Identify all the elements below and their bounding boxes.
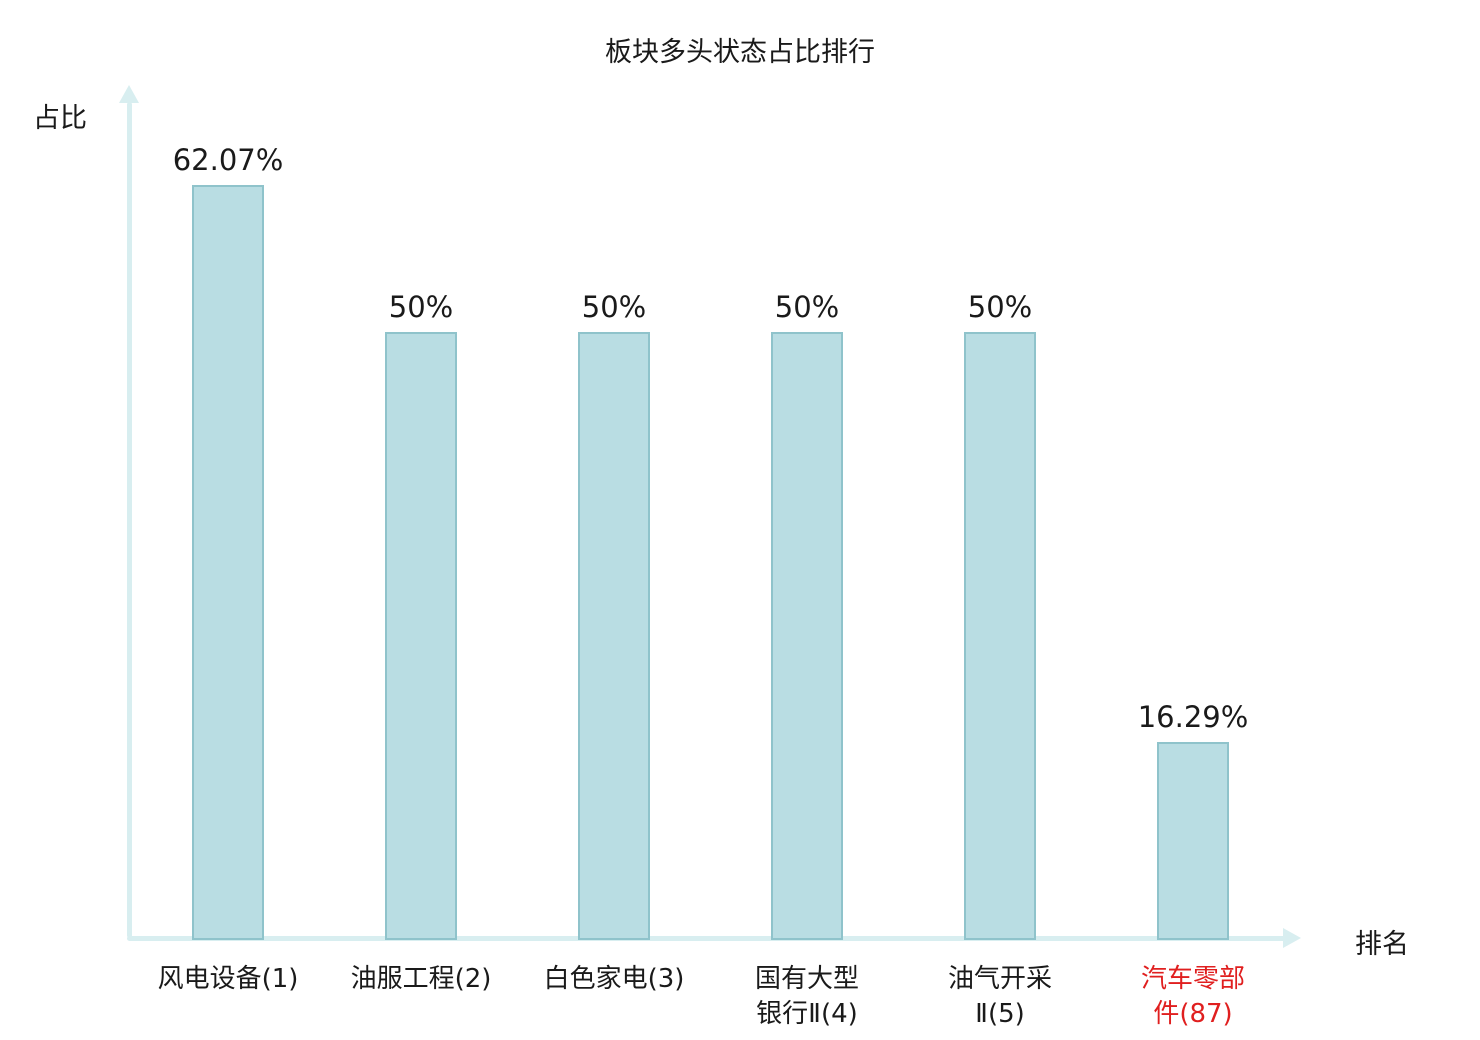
- category-label: 风电设备(1): [157, 964, 299, 994]
- category-label: 油气开采 Ⅱ(5): [947, 964, 1052, 1030]
- bar: [964, 332, 1036, 940]
- chart-title: 板块多头状态占比排行: [605, 37, 875, 68]
- bar-value-label: 50%: [967, 290, 1033, 324]
- bar: [385, 332, 457, 940]
- bar: [1157, 742, 1229, 940]
- y-axis-line: [127, 102, 132, 938]
- x-axis-line: [127, 936, 1287, 941]
- bar-value-label: 62.07%: [172, 143, 284, 177]
- bar: [771, 332, 843, 940]
- x-axis-arrow-icon: [1283, 928, 1301, 948]
- bar: [192, 185, 264, 940]
- category-label: 油服工程(2): [350, 964, 492, 994]
- x-axis-label: 排名: [1355, 929, 1409, 960]
- y-axis-label: 占比: [33, 103, 87, 134]
- category-label: 汽车零部 件(87): [1140, 964, 1245, 1030]
- bar-value-label: 50%: [388, 290, 454, 324]
- y-axis-arrow-icon: [119, 85, 139, 103]
- bar-value-label: 50%: [774, 290, 840, 324]
- bar-value-label: 16.29%: [1137, 700, 1249, 734]
- bar-value-label: 50%: [581, 290, 647, 324]
- category-label: 国有大型 银行Ⅱ(4): [754, 964, 859, 1030]
- category-label: 白色家电(3): [543, 964, 685, 994]
- bar: [578, 332, 650, 940]
